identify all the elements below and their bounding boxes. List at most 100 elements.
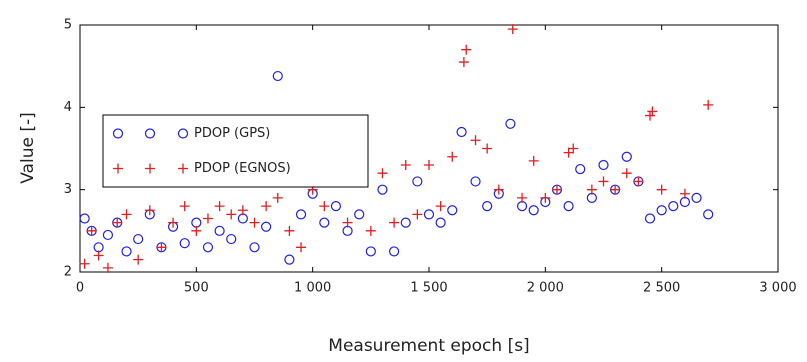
data-point <box>679 188 690 199</box>
x-tick-label: 2 000 <box>527 281 564 296</box>
data-point <box>144 205 155 216</box>
data-point <box>400 159 411 170</box>
data-point <box>249 242 260 253</box>
data-point <box>644 213 656 224</box>
data-point <box>423 209 435 220</box>
legend-marker <box>145 163 155 174</box>
data-point <box>586 184 597 195</box>
data-point <box>482 201 493 212</box>
data-point <box>214 201 225 212</box>
data-point <box>168 217 179 228</box>
data-point <box>598 176 609 187</box>
data-point <box>470 135 481 146</box>
data-point <box>568 143 579 154</box>
data-point <box>79 213 90 224</box>
data-point <box>575 163 586 175</box>
y-tick-label: 4 <box>64 100 72 115</box>
data-point <box>365 246 376 257</box>
data-point <box>645 110 656 121</box>
data-point <box>447 151 458 162</box>
data-point <box>93 242 104 253</box>
data-point <box>400 217 411 228</box>
data-point <box>586 192 597 203</box>
data-point <box>424 159 434 170</box>
x-axis-label: Measurement epoch [s] <box>328 336 529 356</box>
data-point <box>319 217 330 228</box>
data-point <box>133 254 144 265</box>
data-point <box>261 221 272 232</box>
y-axis-label: Value [-] <box>18 112 38 184</box>
y-tick-label: 3 <box>64 182 72 197</box>
data-point <box>330 201 342 212</box>
data-point <box>389 246 400 257</box>
data-point <box>156 242 167 253</box>
data-point <box>621 151 632 162</box>
legend-label: PDOP (GPS) <box>194 126 270 141</box>
data-point <box>202 242 214 253</box>
data-point <box>121 246 132 257</box>
legend-label: PDOP (EGNOS) <box>194 161 291 176</box>
data-point <box>507 24 518 35</box>
data-point <box>412 209 423 220</box>
y-tick-label: 2 <box>64 265 72 280</box>
data-point <box>226 209 237 220</box>
data-point <box>102 229 114 241</box>
legend-box <box>102 114 369 188</box>
data-point <box>456 126 467 138</box>
data-point <box>342 225 353 236</box>
data-point <box>412 176 423 187</box>
data-point <box>319 201 330 212</box>
data-point <box>447 205 458 216</box>
data-point <box>482 143 493 154</box>
legend-marker <box>178 163 188 174</box>
data-point <box>296 242 307 253</box>
x-tick-label: 2 500 <box>643 281 680 296</box>
data-point <box>528 205 539 216</box>
data-point <box>389 217 400 228</box>
data-point <box>121 209 132 220</box>
data-point <box>563 201 574 212</box>
x-tick-label: 3 000 <box>759 281 796 296</box>
data-point <box>517 192 528 203</box>
data-point <box>598 159 609 171</box>
data-point <box>93 250 104 261</box>
data-point <box>435 217 446 228</box>
data-point <box>237 205 248 216</box>
data-point <box>226 233 237 245</box>
data-point <box>284 225 295 236</box>
data-point <box>179 238 190 249</box>
data-point <box>528 155 539 166</box>
data-point <box>470 176 481 187</box>
x-tick-label: 0 <box>76 281 84 296</box>
data-point <box>610 184 621 195</box>
data-point <box>249 217 260 228</box>
data-point <box>295 209 307 220</box>
data-point <box>679 196 691 208</box>
x-tick-label: 1 500 <box>410 281 447 296</box>
data-point <box>102 262 113 273</box>
data-point <box>365 225 376 236</box>
data-point <box>621 168 632 179</box>
data-point <box>656 205 667 216</box>
data-point <box>668 201 679 212</box>
y-tick-label: 5 <box>64 18 72 33</box>
legend-marker <box>112 128 124 139</box>
data-point <box>703 99 714 110</box>
data-point <box>237 213 248 224</box>
data-point <box>540 192 551 203</box>
data-point <box>656 184 667 195</box>
data-point <box>458 57 469 68</box>
data-point <box>261 201 272 212</box>
data-point <box>284 254 295 265</box>
x-tick-label: 500 <box>184 281 209 296</box>
data-point <box>505 118 516 129</box>
data-point <box>633 176 644 187</box>
data-point <box>112 217 123 228</box>
legend-marker <box>144 128 156 139</box>
data-point <box>435 201 446 212</box>
data-point <box>272 70 283 82</box>
data-point <box>272 192 283 203</box>
data-point <box>79 258 90 269</box>
data-point <box>377 168 388 179</box>
